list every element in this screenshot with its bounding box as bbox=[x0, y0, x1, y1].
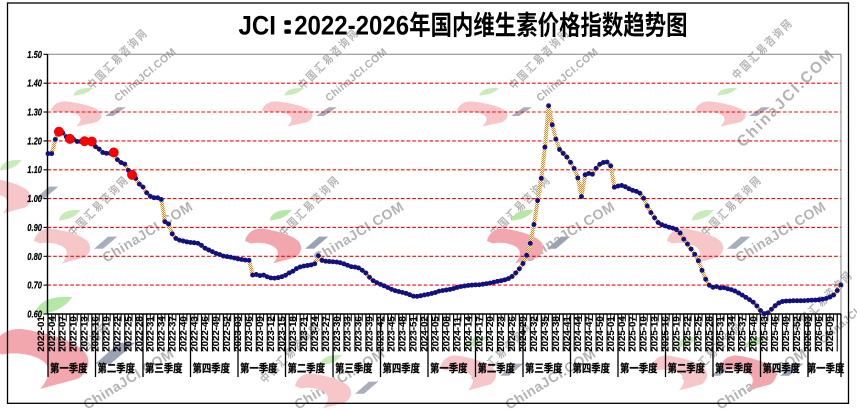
svg-text:2024-41: 2024-41 bbox=[562, 316, 572, 352]
svg-text:2025-52: 2025-52 bbox=[793, 316, 803, 352]
svg-text:2024-50: 2024-50 bbox=[595, 316, 605, 352]
svg-text:2023-18: 2023-18 bbox=[288, 316, 298, 352]
svg-text:2025-07: 2025-07 bbox=[628, 316, 638, 352]
svg-text:2025-28: 2025-28 bbox=[705, 316, 715, 352]
svg-text:0.70: 0.70 bbox=[27, 280, 42, 291]
svg-text:2025-34: 2025-34 bbox=[727, 315, 737, 351]
svg-text:2024-47: 2024-47 bbox=[584, 316, 594, 352]
svg-text:0.80: 0.80 bbox=[27, 251, 42, 262]
svg-text:2023-12: 2023-12 bbox=[266, 316, 276, 352]
svg-text:2023-42: 2023-42 bbox=[376, 316, 386, 352]
svg-text:2024-08: 2024-08 bbox=[442, 316, 452, 352]
svg-text:2023-48: 2023-48 bbox=[398, 316, 408, 352]
svg-text:2022-25: 2022-25 bbox=[124, 316, 134, 352]
svg-text:2022-34: 2022-34 bbox=[157, 315, 167, 351]
svg-text:0.60: 0.60 bbox=[27, 308, 42, 319]
svg-text:1.30: 1.30 bbox=[27, 106, 42, 117]
svg-text:2022-07: 2022-07 bbox=[58, 316, 68, 352]
svg-text:2022-2026: 2022-2026 bbox=[294, 11, 409, 41]
svg-text:2023-33: 2023-33 bbox=[343, 316, 353, 352]
svg-text:2025-43: 2025-43 bbox=[760, 316, 770, 352]
svg-text:2025-37: 2025-37 bbox=[738, 316, 748, 352]
svg-text:1.40: 1.40 bbox=[27, 78, 42, 89]
svg-text:2026-03: 2026-03 bbox=[803, 316, 813, 352]
svg-text:2023-39: 2023-39 bbox=[365, 316, 375, 352]
svg-text:2024-14: 2024-14 bbox=[464, 315, 474, 351]
svg-text:2024-38: 2024-38 bbox=[551, 316, 561, 352]
svg-text:2022-28: 2022-28 bbox=[135, 316, 145, 352]
svg-text:2022-49: 2022-49 bbox=[212, 316, 222, 352]
svg-text:1.10: 1.10 bbox=[27, 164, 42, 175]
svg-text:2022-40: 2022-40 bbox=[179, 316, 189, 352]
svg-text:2025-01: 2025-01 bbox=[606, 316, 616, 352]
svg-text:JCI: JCI bbox=[239, 11, 276, 41]
svg-text:2024-35: 2024-35 bbox=[540, 316, 550, 352]
svg-text:2025-13: 2025-13 bbox=[650, 316, 660, 352]
svg-text:2025-19: 2025-19 bbox=[672, 316, 682, 352]
svg-text:2022-22: 2022-22 bbox=[113, 316, 123, 352]
svg-text:2025-31: 2025-31 bbox=[716, 316, 726, 352]
svg-text:2022-37: 2022-37 bbox=[168, 316, 178, 352]
svg-text:2025-46: 2025-46 bbox=[771, 316, 781, 352]
svg-text:2025-49: 2025-49 bbox=[782, 316, 792, 352]
svg-text:2023-45: 2023-45 bbox=[387, 316, 397, 352]
svg-text:2022-01: 2022-01 bbox=[36, 316, 46, 352]
svg-text:2025-40: 2025-40 bbox=[749, 316, 759, 352]
svg-text:2024-29: 2024-29 bbox=[518, 316, 528, 352]
svg-text:2022-04: 2022-04 bbox=[47, 315, 57, 351]
svg-text:2023-30: 2023-30 bbox=[332, 316, 342, 352]
svg-text:2022-10: 2022-10 bbox=[69, 316, 79, 352]
svg-text:2022-46: 2022-46 bbox=[201, 316, 211, 352]
svg-text:0.90: 0.90 bbox=[27, 222, 42, 233]
svg-text:2022-16: 2022-16 bbox=[91, 316, 101, 352]
svg-text:1.50: 1.50 bbox=[27, 49, 42, 60]
svg-text:2023-03: 2023-03 bbox=[233, 316, 243, 352]
svg-text:2025-10: 2025-10 bbox=[639, 316, 649, 352]
svg-text:2025-16: 2025-16 bbox=[661, 316, 671, 352]
svg-text:2023-36: 2023-36 bbox=[354, 316, 364, 352]
svg-text:2022-13: 2022-13 bbox=[80, 316, 90, 352]
svg-text:2025-22: 2025-22 bbox=[683, 316, 693, 352]
svg-text:1.20: 1.20 bbox=[27, 135, 42, 146]
svg-text:2024-02: 2024-02 bbox=[420, 316, 430, 352]
svg-text:2026-06: 2026-06 bbox=[814, 316, 824, 352]
svg-text:2025-25: 2025-25 bbox=[694, 316, 704, 352]
svg-text:2023-21: 2023-21 bbox=[299, 316, 309, 352]
svg-text:2024-44: 2024-44 bbox=[573, 315, 583, 351]
svg-text:2024-20: 2024-20 bbox=[486, 316, 496, 352]
svg-text:2024-17: 2024-17 bbox=[475, 316, 485, 352]
svg-text:2025-04: 2025-04 bbox=[617, 315, 627, 351]
svg-text:1.00: 1.00 bbox=[27, 193, 42, 204]
svg-text:2023-06: 2023-06 bbox=[244, 316, 254, 352]
svg-text:2023-24: 2023-24 bbox=[310, 315, 320, 351]
svg-text:2022-52: 2022-52 bbox=[223, 316, 233, 352]
svg-text:2024-26: 2024-26 bbox=[508, 316, 518, 352]
svg-text:2024-11: 2024-11 bbox=[453, 317, 463, 352]
svg-text:2023-27: 2023-27 bbox=[321, 316, 331, 352]
svg-text:2023-15: 2023-15 bbox=[277, 316, 287, 352]
svg-text:2024-32: 2024-32 bbox=[529, 316, 539, 352]
svg-text:2024-23: 2024-23 bbox=[497, 316, 507, 352]
svg-text:2024-05: 2024-05 bbox=[431, 316, 441, 352]
svg-text:2023-51: 2023-51 bbox=[409, 316, 419, 352]
svg-text:2022-43: 2022-43 bbox=[190, 316, 200, 352]
svg-text:2023-09: 2023-09 bbox=[255, 316, 265, 352]
svg-text:2022-19: 2022-19 bbox=[102, 316, 112, 352]
svg-text:2022-31: 2022-31 bbox=[146, 316, 156, 352]
svg-text:2026-09: 2026-09 bbox=[825, 316, 835, 352]
